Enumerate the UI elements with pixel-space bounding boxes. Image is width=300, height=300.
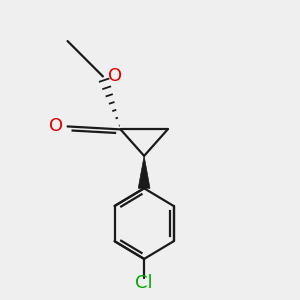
Text: O: O xyxy=(108,68,122,85)
Text: O: O xyxy=(49,117,63,135)
Polygon shape xyxy=(138,156,150,188)
Text: Cl: Cl xyxy=(135,274,153,292)
